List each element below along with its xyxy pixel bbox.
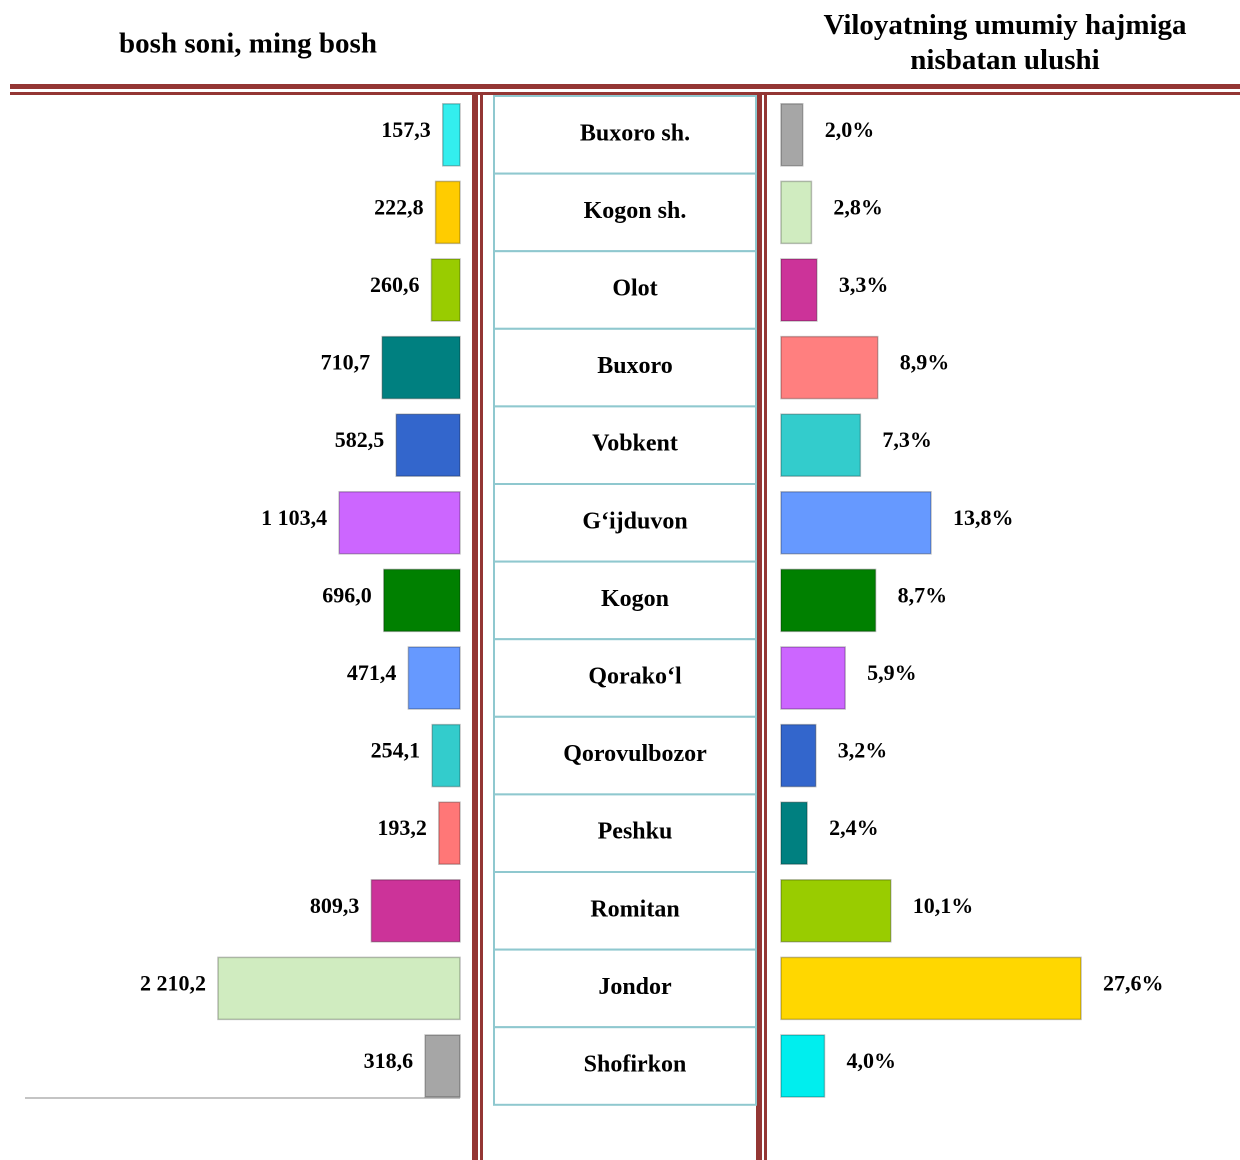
category-cell xyxy=(493,560,757,641)
divider-thin xyxy=(764,92,767,1160)
category-cell xyxy=(493,793,757,874)
right-header: Viloyatning umumiy hajmiga nisbatan ulus… xyxy=(823,9,1187,76)
bar xyxy=(780,335,879,400)
bar xyxy=(780,1034,826,1098)
category-label: Buxoro xyxy=(597,353,673,379)
bar xyxy=(780,103,804,167)
value-label: 582,5 xyxy=(335,427,385,452)
category-label: Olot xyxy=(612,276,657,302)
bar xyxy=(780,568,877,633)
category-cell xyxy=(493,1026,757,1106)
value-label: 10,1% xyxy=(913,893,974,918)
value-label: 13,8% xyxy=(953,505,1014,530)
bar xyxy=(338,491,461,555)
category-label: Jondor xyxy=(598,974,672,1000)
bar xyxy=(424,1034,461,1098)
category-label: Kogon xyxy=(601,586,669,612)
bar xyxy=(780,956,1082,1021)
value-label: 3,2% xyxy=(838,738,888,763)
left-header: bosh soni, ming bosh xyxy=(119,28,377,60)
category-label: G‘ijduvon xyxy=(582,508,687,534)
value-label: 8,9% xyxy=(900,350,950,375)
divider xyxy=(472,92,478,1160)
bar xyxy=(780,723,817,788)
value-label: 318,6 xyxy=(364,1048,414,1073)
bar xyxy=(217,956,461,1021)
value-label: 2,8% xyxy=(833,194,883,219)
top-rule-thin xyxy=(10,92,1240,95)
value-label: 5,9% xyxy=(867,660,917,685)
category-cell xyxy=(493,327,757,408)
value-label: 157,3 xyxy=(381,117,431,142)
divider xyxy=(756,92,762,1160)
bar xyxy=(780,491,932,555)
value-label: 2,4% xyxy=(829,815,879,840)
category-cell xyxy=(493,715,757,796)
divider-thin xyxy=(480,92,483,1160)
bar xyxy=(780,879,892,943)
value-label: 7,3% xyxy=(882,427,932,452)
category-cell xyxy=(493,871,757,951)
category-cell xyxy=(493,638,757,718)
bar xyxy=(780,646,846,710)
bar xyxy=(780,413,862,477)
category-cell xyxy=(493,250,757,330)
bar xyxy=(381,335,461,400)
category-label: Peshku xyxy=(598,819,673,845)
category-cell xyxy=(493,172,757,253)
value-label: 2 210,2 xyxy=(140,970,206,995)
value-label: 696,0 xyxy=(322,582,372,607)
bar xyxy=(370,879,461,943)
bar xyxy=(407,646,461,710)
bar xyxy=(430,258,461,322)
bar xyxy=(383,568,461,633)
value-label: 710,7 xyxy=(321,350,371,375)
value-label: 260,6 xyxy=(370,272,420,297)
value-label: 193,2 xyxy=(377,815,427,840)
right-header-box: Viloyatning umumiy hajmiga nisbatan ulus… xyxy=(823,9,1187,76)
category-cell xyxy=(493,483,757,563)
bar xyxy=(395,413,461,477)
bar xyxy=(442,103,461,167)
bar xyxy=(780,180,813,245)
top-rule xyxy=(10,84,1240,89)
category-label: Shofirkon xyxy=(584,1052,687,1078)
category-label: Vobkent xyxy=(592,431,678,457)
value-label: 254,1 xyxy=(371,738,421,763)
category-label: Romitan xyxy=(590,896,679,922)
value-label: 3,3% xyxy=(839,272,889,297)
category-cell xyxy=(493,948,757,1029)
value-label: 2,0% xyxy=(825,117,875,142)
value-label: 4,0% xyxy=(846,1048,896,1073)
bar xyxy=(780,258,818,322)
value-label: 1 103,4 xyxy=(261,505,327,530)
category-label: Buxoro sh. xyxy=(580,120,690,146)
bar xyxy=(434,180,461,245)
bar xyxy=(438,801,461,865)
bar xyxy=(431,723,461,788)
category-label: Kogon sh. xyxy=(584,198,687,224)
value-label: 27,6% xyxy=(1103,970,1164,995)
value-label: 8,7% xyxy=(898,582,948,607)
value-label: 809,3 xyxy=(310,893,360,918)
category-label: Qorako‘l xyxy=(588,664,682,690)
category-label: Qorovulbozor xyxy=(563,741,707,767)
value-label: 222,8 xyxy=(374,194,424,219)
bar xyxy=(780,801,808,865)
value-label: 471,4 xyxy=(347,660,397,685)
